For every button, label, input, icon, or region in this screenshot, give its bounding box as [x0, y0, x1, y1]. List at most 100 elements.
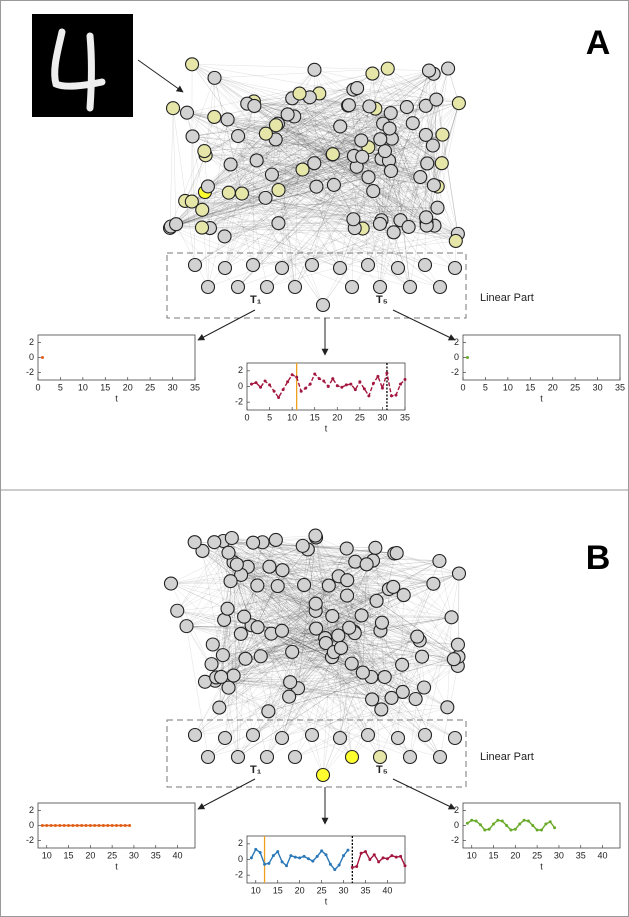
node	[326, 148, 339, 161]
node	[222, 186, 235, 199]
arrow	[393, 310, 455, 340]
x-tick-label: 20	[123, 382, 133, 392]
node	[351, 82, 364, 95]
node	[416, 650, 429, 663]
x-tick-label: 10	[503, 382, 513, 392]
node	[452, 567, 465, 580]
point	[281, 860, 284, 863]
y-tick-label: -2	[451, 367, 459, 377]
node	[366, 693, 379, 706]
point	[386, 857, 389, 860]
point	[390, 394, 393, 397]
node	[363, 100, 376, 113]
node	[449, 262, 462, 275]
point	[295, 376, 298, 379]
point	[346, 849, 349, 852]
point	[355, 865, 358, 868]
node	[247, 259, 260, 272]
point	[404, 864, 407, 867]
node	[261, 751, 274, 764]
node	[400, 101, 413, 114]
point	[54, 824, 57, 827]
node	[434, 751, 447, 764]
node	[411, 630, 424, 643]
x-axis-label: t	[325, 423, 328, 433]
point	[268, 383, 271, 386]
node	[167, 102, 180, 115]
panel-label: B	[586, 539, 611, 577]
node	[419, 729, 432, 742]
plot-area	[463, 335, 620, 380]
x-tick-label: 20	[85, 850, 95, 860]
y-tick-label: 0	[238, 854, 243, 864]
node	[427, 577, 440, 590]
arrow	[138, 60, 183, 92]
point	[111, 824, 114, 827]
point	[523, 819, 526, 822]
point	[316, 855, 319, 858]
point	[76, 824, 79, 827]
point	[276, 850, 279, 853]
point	[479, 823, 482, 826]
point	[404, 378, 407, 381]
point	[285, 864, 288, 867]
point	[483, 829, 486, 832]
node	[201, 180, 214, 193]
point	[340, 386, 343, 389]
node	[247, 536, 260, 549]
node	[392, 732, 405, 745]
node	[189, 259, 202, 272]
node	[276, 732, 289, 745]
x-tick-label: 0	[35, 382, 40, 392]
point	[363, 387, 366, 390]
node	[370, 594, 383, 607]
node	[409, 693, 422, 706]
point	[277, 396, 280, 399]
node	[449, 234, 462, 247]
point	[496, 819, 499, 822]
node	[404, 281, 417, 294]
node	[213, 701, 226, 714]
x-tick-label: 35	[360, 885, 370, 895]
node	[250, 154, 263, 167]
node	[227, 669, 240, 682]
point	[488, 828, 491, 831]
point	[345, 383, 348, 386]
node	[232, 281, 245, 294]
node	[262, 705, 275, 718]
x-tick-label: 25	[145, 382, 155, 392]
node	[308, 157, 321, 170]
t-first-label: T₁	[250, 764, 262, 776]
node	[419, 259, 432, 272]
x-axis-label: t	[540, 861, 543, 871]
x-tick-label: 40	[382, 885, 392, 895]
y-tick-label: 2	[454, 805, 459, 815]
linear-part-label: Linear Part	[480, 292, 534, 304]
node	[334, 732, 347, 745]
x-tick-label: 20	[332, 412, 342, 422]
node	[281, 108, 294, 121]
node	[298, 578, 311, 591]
node	[427, 179, 440, 192]
node	[441, 701, 454, 714]
point	[289, 854, 292, 857]
point	[544, 823, 547, 826]
node	[195, 221, 208, 234]
point	[475, 820, 478, 823]
t-last-label: T₅	[376, 294, 388, 306]
x-tick-label: 30	[593, 382, 603, 392]
point	[327, 385, 330, 388]
node	[362, 729, 375, 742]
node	[362, 171, 375, 184]
arrow	[198, 779, 255, 809]
node	[346, 281, 359, 294]
node	[235, 187, 248, 200]
x-tick-label: 15	[310, 412, 320, 422]
point	[342, 854, 345, 857]
point	[93, 824, 96, 827]
point	[518, 823, 521, 826]
x-tick-label: 25	[355, 412, 365, 422]
node	[332, 629, 345, 642]
node	[247, 729, 260, 742]
node	[216, 649, 229, 662]
